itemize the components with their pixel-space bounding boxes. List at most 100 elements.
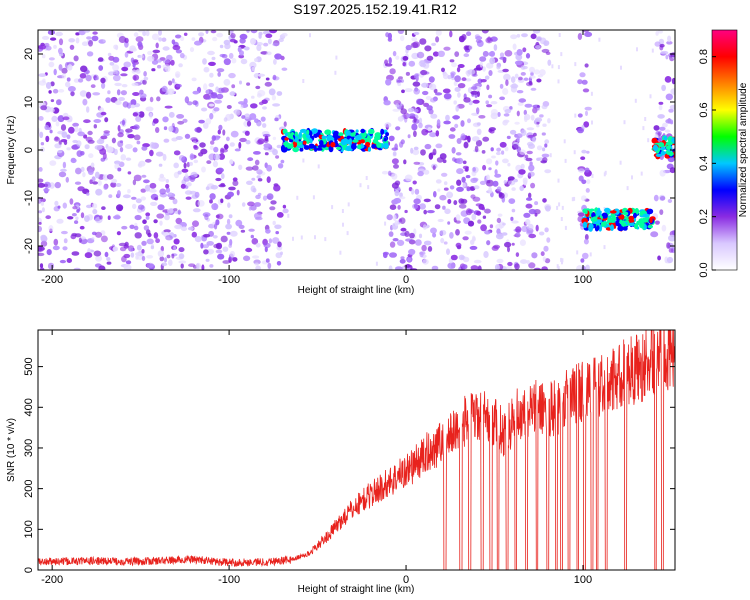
heatmap-cell (150, 201, 158, 206)
heatmap-cell (165, 187, 171, 193)
heatmap-cell (419, 251, 424, 258)
heatmap-cell (406, 113, 411, 118)
heatmap-cell (549, 153, 552, 158)
colorbar-label: Normalized spectral amplitude (738, 82, 749, 217)
heatmap-cell (131, 196, 137, 200)
heatmap-cell (584, 63, 589, 68)
heatmap-cell (217, 253, 225, 260)
heatmap-cell (492, 244, 501, 249)
heatmap-cell (166, 54, 173, 61)
heatmap-cell (69, 44, 75, 50)
heatmap-cell (232, 257, 238, 262)
heatmap-cell (239, 80, 242, 85)
heatmap-cell (163, 126, 168, 131)
heatmap-feature-cell (360, 128, 366, 134)
heatmap-feature-cell (289, 139, 294, 143)
heatmap-cell (441, 172, 448, 177)
heatmap-cell (155, 59, 162, 63)
heatmap-feature-cell (623, 211, 629, 216)
heatmap-cell (268, 238, 273, 244)
heatmap-cell (252, 165, 259, 171)
heatmap-cell (557, 65, 560, 70)
heatmap-cell (488, 94, 493, 99)
heatmap-cell (451, 62, 457, 68)
heatmap-cell (93, 250, 102, 257)
heatmap-cell (346, 231, 349, 236)
heatmap-cell (75, 167, 82, 175)
heatmap-cell (433, 191, 437, 198)
heatmap-cell (168, 111, 175, 118)
heatmap-feature-cell (660, 146, 666, 151)
heatmap-cell (272, 237, 280, 244)
heatmap-cell (530, 33, 537, 40)
heatmap-cell (388, 57, 392, 64)
heatmap-cell (109, 61, 115, 66)
heatmap-cell (114, 100, 122, 106)
heatmap-cell (80, 166, 85, 172)
heatmap-cell (76, 209, 80, 213)
heatmap-cell (670, 88, 675, 95)
heatmap-cell (335, 55, 338, 60)
colorbar-gradient (712, 30, 737, 270)
heatmap-cell (270, 200, 277, 205)
heatmap-cell (428, 83, 437, 91)
heatmap-cell (217, 87, 225, 94)
heatmap-cell (488, 186, 492, 194)
heatmap-cell (287, 213, 290, 218)
heatmap-cell (38, 178, 44, 183)
heatmap-cell (150, 245, 155, 250)
heatmap-cell (209, 112, 214, 120)
heatmap-cell (526, 230, 533, 235)
heatmap-cell (112, 70, 118, 75)
heatmap-cell (465, 208, 472, 216)
heatmap-cell (250, 234, 254, 239)
heatmap-cell (650, 231, 659, 238)
heatmap-cell (497, 112, 501, 117)
heatmap-cell (579, 72, 586, 78)
heatmap-cell (544, 169, 552, 174)
heatmap-cell (535, 36, 543, 42)
heatmap-cell (200, 242, 204, 249)
heatmap-cell (272, 74, 277, 81)
heatmap-cell (53, 238, 59, 246)
heatmap-cell (437, 218, 444, 223)
heatmap-cell (189, 175, 196, 182)
heatmap-cell (57, 205, 61, 209)
heatmap-cell (206, 160, 212, 165)
heatmap-cell (271, 94, 276, 101)
heatmap-cell (393, 214, 397, 222)
heatmap-cell (161, 262, 168, 267)
heatmap-cell (82, 98, 88, 106)
heatmap-cell (454, 123, 459, 129)
heatmap-cell (48, 90, 52, 94)
heatmap-cell (619, 160, 622, 165)
heatmap-cell (419, 60, 426, 65)
heatmap-feature-cell (357, 144, 362, 150)
heatmap-cell (499, 56, 507, 60)
heatmap-cell (45, 82, 52, 89)
heatmap-cell (415, 239, 422, 246)
heatmap-cell (511, 220, 519, 224)
heatmap-cell (660, 50, 669, 55)
heatmap-cell (302, 79, 305, 83)
heatmap-cell (38, 252, 45, 257)
heatmap-cell (134, 232, 142, 239)
heatmap-cell (470, 90, 479, 95)
heatmap-cell (120, 73, 128, 77)
heatmap-cell (502, 120, 508, 126)
spectrogram-x-tick-label: -100 (218, 274, 240, 286)
heatmap-cell (426, 55, 434, 61)
heatmap-feature-cell (628, 215, 635, 221)
heatmap-cell (163, 138, 170, 143)
heatmap-cell (274, 53, 282, 60)
heatmap-cell (130, 57, 135, 63)
heatmap-cell (447, 199, 452, 204)
snr-x-tick-label: -100 (218, 574, 240, 586)
heatmap-cell (158, 176, 166, 182)
heatmap-cell (384, 63, 393, 67)
heatmap-feature-cell (596, 225, 600, 231)
heatmap-feature-cell (313, 133, 318, 138)
heatmap-cell (182, 118, 188, 123)
heatmap-cell (213, 203, 217, 210)
heatmap-cell (130, 104, 136, 109)
